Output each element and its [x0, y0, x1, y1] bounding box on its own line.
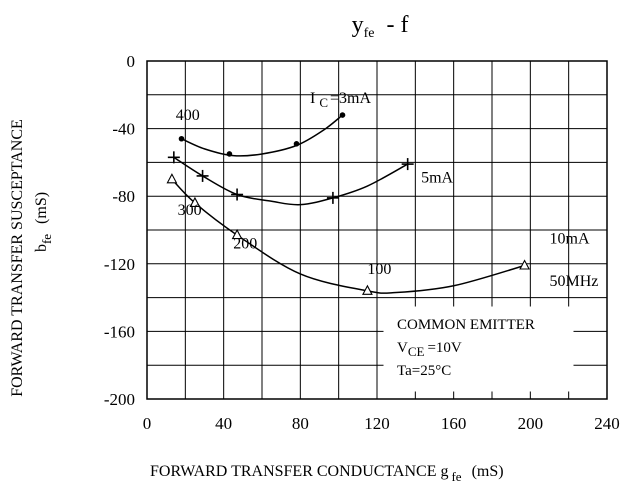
y-axis-label-line2: bfe (mS) [33, 192, 54, 252]
legend-line-2-sub: CE [408, 344, 425, 359]
annotations: 400 300 200 100 50MHz 5mA 10mA [176, 107, 599, 290]
series-label-3ma-main: I [310, 90, 315, 107]
y-tick-label: -40 [112, 120, 135, 139]
y-axis-label-line1: FORWARD TRANSFER SUSCEPTANCE [9, 119, 26, 397]
series-curves [171, 114, 525, 294]
data-point-dot [339, 112, 346, 118]
plot-frame [146, 60, 608, 400]
data-point-triangle [166, 173, 178, 184]
annotation-label: 200 [233, 236, 257, 253]
series-line-0 [181, 114, 343, 157]
y-tick-label: 0 [127, 52, 136, 71]
series-label-3ma-rest: =3mA [330, 90, 371, 107]
series-line-2 [171, 178, 525, 294]
data-point-triangle [519, 259, 530, 270]
tick-labels: 0 40 80 120 160 200 240 0 -40 -80 -120 -160 -200 [104, 52, 620, 433]
legend-box: COMMON EMITTER VCE =10V Ta=25°C [383, 306, 574, 392]
x-tick-label: 240 [594, 414, 620, 433]
series-label-3ma: I C =3mA [310, 90, 371, 110]
data-point-plus [401, 158, 414, 171]
y-tick-label: -120 [104, 255, 135, 274]
legend-line-2-rest: =10V [427, 340, 461, 356]
x-axis-label-main: FORWARD TRANSFER CONDUCTANCE g [150, 463, 448, 480]
y-axis-label-main: b [33, 244, 50, 252]
annotation-label: 5mA [421, 170, 453, 187]
chart-title-main: y [352, 12, 364, 38]
x-tick-label: 40 [215, 414, 232, 433]
data-point-triangle [362, 284, 373, 295]
data-point-plus [167, 151, 180, 164]
x-tick-label: 200 [518, 414, 544, 433]
data-point-dot [226, 151, 233, 157]
chart-title-rest: - f [386, 12, 408, 38]
data-point-dot [178, 135, 185, 142]
x-axis-label-unit: (mS) [472, 463, 504, 480]
legend-box-frame [383, 306, 574, 392]
y-axis-label-sub: fe [39, 234, 54, 244]
x-tick-label: 120 [364, 414, 390, 433]
chart-title-sub: fe [364, 26, 375, 41]
y-tick-label: -160 [104, 322, 135, 341]
legend-line-2-main: V [397, 340, 408, 356]
series-markers [166, 112, 530, 295]
x-axis-label-sub: fe [451, 469, 461, 484]
annotation-label: 400 [176, 107, 200, 124]
x-axis-label: FORWARD TRANSFER CONDUCTANCE g fe (mS) [150, 463, 504, 484]
data-point-plus [231, 188, 244, 201]
annotation-label: 10mA [550, 231, 590, 248]
legend-line-2: VCE =10V [397, 340, 462, 359]
series-label-3ma-sub: C [319, 95, 328, 110]
annotation-label: 100 [367, 261, 391, 278]
annotation-label: 50MHz [550, 273, 599, 290]
series-line-1 [173, 156, 409, 206]
chart-title: yfe - f [352, 12, 409, 41]
x-tick-label: 0 [143, 414, 152, 433]
annotation-label: 300 [178, 202, 202, 219]
y-tick-label: -200 [104, 390, 135, 409]
data-point-triangle [189, 196, 201, 208]
data-point-triangle [231, 228, 243, 240]
data-point-plus [326, 191, 339, 204]
legend-line-3: Ta=25°C [397, 363, 451, 379]
x-tick-label: 160 [441, 414, 467, 433]
data-point-dot [293, 141, 300, 147]
y-axis-label-unit: (mS) [33, 192, 50, 224]
legend-line-1: COMMON EMITTER [397, 317, 535, 333]
x-tick-label: 80 [292, 414, 309, 433]
y-tick-label: -80 [112, 187, 135, 206]
data-point-plus [196, 169, 209, 182]
